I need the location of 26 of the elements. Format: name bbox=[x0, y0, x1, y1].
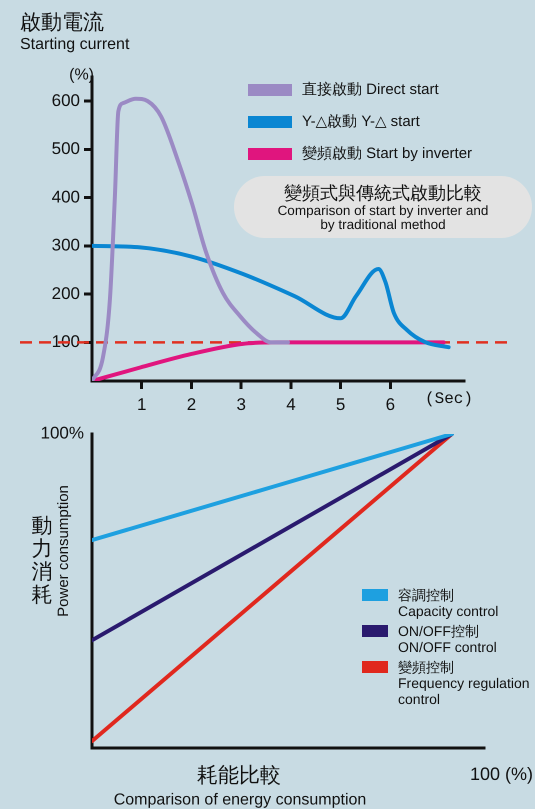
y-tick-label: 200 bbox=[52, 284, 80, 303]
legend-label: Y-△啟動 Y-△ start bbox=[302, 113, 420, 130]
line-series bbox=[92, 244, 451, 350]
y-tick-label: 600 bbox=[52, 90, 80, 110]
chart-title: 啟動電流 bbox=[20, 10, 104, 36]
y-tick-label: 500 bbox=[52, 139, 80, 158]
legend-label: ON/OFF控制 ON/OFF control bbox=[398, 623, 498, 655]
text: 100 (%) bbox=[470, 764, 533, 784]
y-tick-label: 400 bbox=[52, 187, 80, 206]
legend-label: 變頻控制 Frequency regulation control bbox=[398, 659, 531, 707]
x-tick-label: 6 bbox=[386, 394, 396, 414]
callout-box: 變頻式與傳統式啟動比較 Comparison of start by inverter and by traditional method bbox=[234, 176, 532, 238]
x-tick-label: 4 bbox=[286, 394, 296, 414]
x-tick-label: 5 bbox=[336, 394, 346, 414]
x-axis-title: (Sec) bbox=[425, 390, 474, 408]
x-axis-title: 耗能比較 Comparison of energy consumption bbox=[114, 762, 366, 808]
x-tick-label: 2 bbox=[186, 394, 196, 414]
x-tick-label: 1 bbox=[137, 394, 146, 414]
x-tick-label: 3 bbox=[236, 394, 246, 414]
annotation: 變頻式與傳統式啟動比較 Comparison of start by inverter and by traditional method bbox=[276, 182, 490, 232]
chart-subtitle: Starting current bbox=[20, 36, 130, 54]
y-tick-label: 300 bbox=[52, 236, 80, 255]
legend-label: 變頻啟動 Start by inverter bbox=[302, 145, 472, 162]
legend-label: 容調控制 Capacity control bbox=[398, 587, 500, 619]
legend-label: 直接啟動 Direct start bbox=[302, 81, 439, 98]
annotation: 100% bbox=[40, 424, 84, 443]
